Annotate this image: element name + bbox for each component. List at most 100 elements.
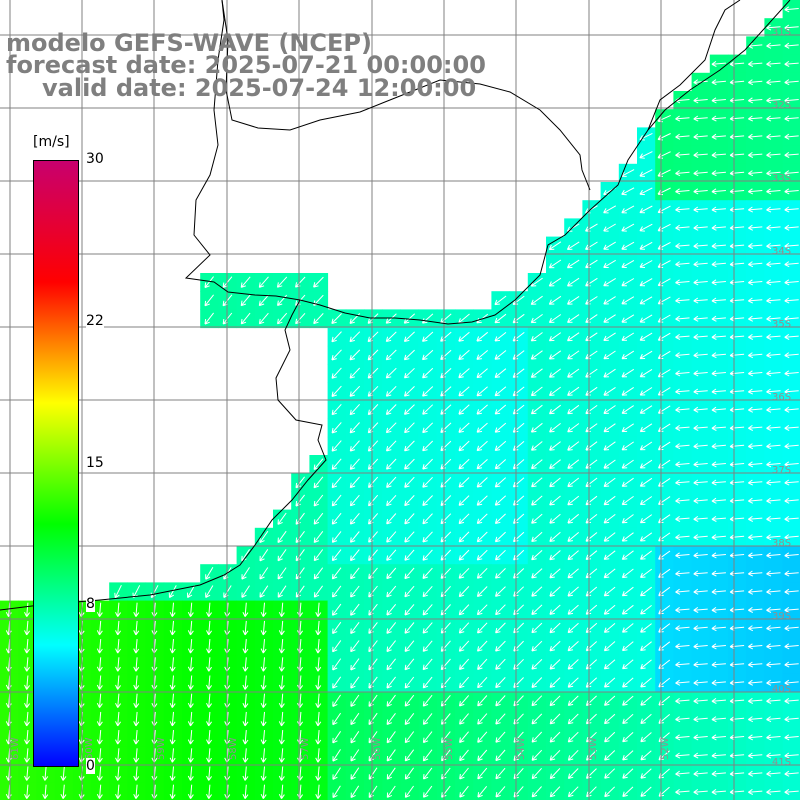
wind-arrow — [295, 531, 305, 543]
wind-arrow — [711, 388, 726, 395]
wind-arrow — [639, 459, 653, 469]
wind-arrow — [675, 697, 690, 704]
wind-arrow — [784, 716, 799, 723]
wind-arrow — [459, 767, 469, 780]
wind-arrow — [748, 734, 763, 741]
wind-arrow — [711, 352, 726, 359]
wind-arrow — [711, 60, 726, 67]
wind-arrow — [531, 550, 543, 561]
wind-arrow — [260, 730, 267, 745]
wind-arrow — [675, 115, 690, 122]
wind-arrow — [476, 477, 488, 488]
wind-arrow — [603, 296, 616, 305]
wind-arrow — [622, 641, 634, 652]
wind-arrow — [766, 79, 781, 86]
wind-arrow — [567, 295, 580, 305]
wind-arrow — [748, 643, 763, 650]
wind-arrow — [277, 512, 287, 525]
wind-arrow — [60, 766, 67, 781]
wind-arrow — [495, 586, 506, 597]
wind-arrow — [766, 716, 781, 723]
wind-arrow — [495, 549, 506, 561]
wind-arrow — [603, 277, 616, 287]
wind-arrow — [260, 693, 267, 708]
wind-arrow — [711, 716, 726, 723]
wind-arrow — [440, 513, 452, 525]
wind-arrow — [187, 657, 194, 672]
wind-arrow — [621, 368, 635, 378]
wind-arrow — [169, 620, 176, 636]
wind-arrow — [494, 440, 507, 451]
wind-arrow — [748, 552, 763, 559]
wind-arrow — [350, 567, 360, 580]
wind-arrow — [639, 350, 653, 360]
wind-arrow — [639, 477, 653, 487]
wind-arrow — [277, 567, 287, 580]
wind-arrow — [477, 713, 488, 725]
wind-arrow — [404, 658, 415, 671]
wind-arrow — [711, 515, 726, 522]
wind-arrow — [494, 295, 507, 306]
wind-arrow — [169, 711, 176, 727]
wind-arrow — [458, 640, 470, 652]
wind-arrow — [693, 224, 708, 231]
wind-arrow — [422, 495, 433, 506]
wind-arrow — [386, 494, 397, 507]
wind-arrow — [368, 694, 378, 707]
wind-arrow — [567, 749, 579, 761]
wind-arrow — [567, 695, 579, 706]
wind-arrow — [675, 497, 690, 504]
wind-arrow — [675, 643, 690, 650]
longitude-label: 60W — [84, 737, 95, 760]
wind-arrow — [313, 512, 324, 525]
wind-arrow — [548, 350, 562, 360]
wind-arrow — [621, 441, 634, 451]
wind-arrow — [567, 477, 580, 488]
wind-arrow — [187, 711, 194, 727]
wind-arrow — [640, 623, 652, 633]
wind-arrow — [711, 424, 726, 431]
wind-arrow — [784, 115, 799, 122]
wind-arrow — [784, 697, 799, 704]
wind-arrow — [604, 768, 616, 779]
wind-arrow — [278, 711, 285, 727]
wind-arrow — [603, 568, 616, 579]
wind-arrow — [675, 443, 690, 450]
wind-arrow — [530, 295, 543, 305]
wind-arrow — [748, 697, 763, 704]
wind-arrow — [385, 385, 397, 397]
wind-arrow — [242, 730, 249, 745]
wind-arrow — [784, 242, 799, 249]
wind-arrow — [169, 693, 176, 708]
wind-arrow — [675, 333, 690, 340]
wind-arrow — [187, 693, 194, 708]
wind-arrow — [133, 620, 140, 636]
wind-arrow — [331, 313, 342, 324]
wind-arrow — [549, 695, 561, 707]
colorbar-tick-label: 22 — [86, 312, 104, 329]
wind-arrow — [711, 461, 726, 468]
wind-arrow — [748, 570, 763, 577]
wind-arrow — [567, 586, 579, 597]
wind-arrow — [675, 170, 690, 177]
wind-arrow — [349, 349, 361, 361]
wind-arrow — [784, 279, 799, 286]
wind-arrow — [766, 788, 781, 795]
wind-arrow — [675, 661, 690, 668]
wind-arrow — [115, 693, 122, 708]
wind-arrow — [711, 406, 726, 413]
wind-arrow — [313, 276, 324, 288]
wind-arrow — [675, 770, 690, 777]
wind-arrow — [476, 404, 488, 415]
wind-arrow — [766, 697, 781, 704]
wind-arrow — [784, 643, 799, 650]
wind-arrow — [549, 659, 561, 670]
wind-arrow — [495, 695, 506, 707]
wind-arrow — [349, 385, 361, 397]
colorbar-tick-label: 0 — [86, 758, 95, 774]
wind-arrow — [693, 752, 708, 759]
wind-arrow — [603, 604, 616, 615]
wind-arrow — [585, 423, 598, 433]
